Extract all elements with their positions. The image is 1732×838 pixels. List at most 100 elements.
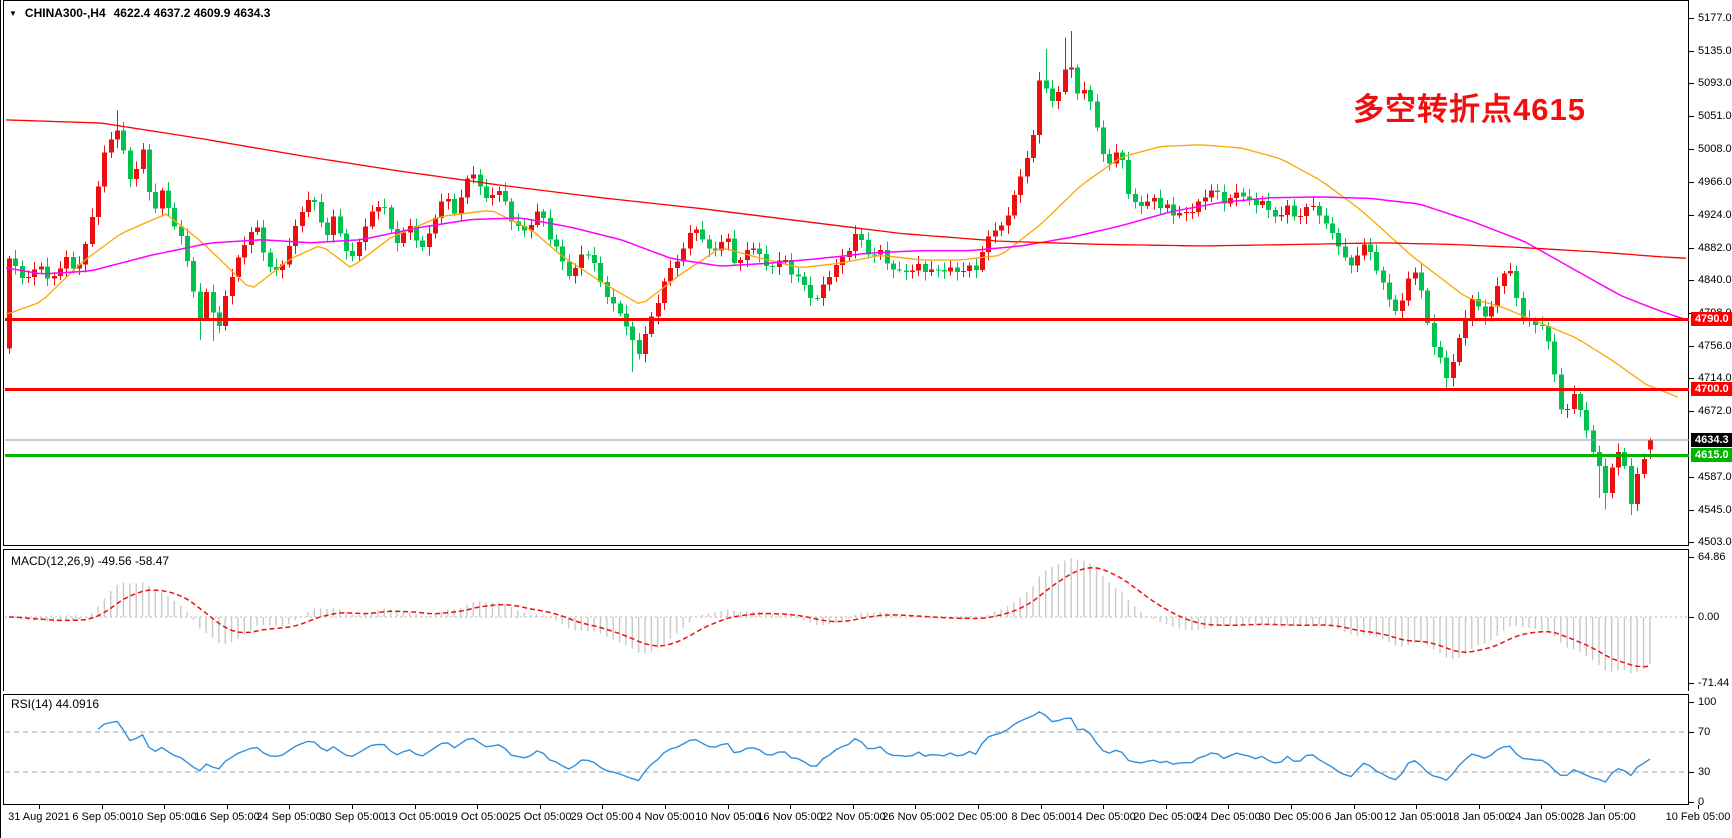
macd-axis-label: 64.86: [1698, 551, 1726, 563]
time-axis-label: 2 Dec 05:00: [948, 811, 1008, 823]
time-axis-label: 13 Oct 05:00: [383, 811, 447, 823]
time-axis-tick: [415, 805, 416, 809]
time-axis-tick: [1479, 805, 1480, 809]
time-axis-label: 12 Jan 05:00: [1384, 811, 1448, 823]
rsi-axis-tick: [1689, 802, 1694, 803]
time-axis-label: 31 Aug 2021: [8, 811, 70, 823]
price-axis-label: 4714.0: [1698, 372, 1732, 384]
chevron-down-icon[interactable]: ▼: [9, 8, 17, 18]
time-axis-label: 4 Nov 05:00: [635, 811, 695, 823]
time-axis-tick: [102, 805, 103, 809]
price-axis-tick: [1689, 346, 1694, 347]
price-axis-label: 4503.0: [1698, 536, 1732, 548]
time-axis-label: 6 Sep 05:00: [72, 811, 132, 823]
macd-axis-tick: [1689, 557, 1694, 558]
time-axis-label: 6 Jan 05:00: [1325, 811, 1383, 823]
price-axis-tick: [1689, 510, 1694, 511]
time-axis-label: 16 Nov 05:00: [757, 811, 823, 823]
time-axis-label: 30 Sep 05:00: [319, 811, 385, 823]
current-price-badge: 4634.3: [1691, 433, 1732, 447]
price-axis-label: 4672.0: [1698, 405, 1732, 417]
time-axis-tick: [352, 805, 353, 809]
time-axis-tick: [39, 805, 40, 809]
time-axis-label: 10 Nov 05:00: [695, 811, 761, 823]
price-axis-label: 5008.0: [1698, 143, 1732, 155]
time-axis-label: 26 Nov 05:00: [882, 811, 948, 823]
price-axis-tick: [1689, 18, 1694, 19]
price-axis-tick: [1689, 51, 1694, 52]
price-axis-label: 4587.0: [1698, 471, 1732, 483]
time-axis-tick: [1103, 805, 1104, 809]
price-axis-label: 5177.0: [1698, 12, 1732, 24]
price-axis-tick: [1689, 542, 1694, 543]
macd-axis-tick: [1689, 617, 1694, 618]
time-axis-tick: [289, 805, 290, 809]
panel-splitter[interactable]: [3, 691, 1689, 694]
time-axis-label: 14 Dec 05:00: [1070, 811, 1136, 823]
rsi-indicator-label: RSI(14) 44.0916: [11, 697, 100, 711]
chart-header: ▼ CHINA300-,H4 4622.4 4637.2 4609.9 4634…: [9, 6, 270, 20]
time-axis-tick: [1416, 805, 1417, 809]
time-axis-tick: [853, 805, 854, 809]
time-axis-label: 16 Sep 05:00: [194, 811, 260, 823]
time-axis-label: 24 Sep 05:00: [256, 811, 322, 823]
price-axis-label: 4966.0: [1698, 176, 1732, 188]
macd-panel[interactable]: [3, 549, 1689, 692]
support-badge-4700: 4700.0: [1691, 382, 1732, 396]
time-axis-tick: [602, 805, 603, 809]
time-axis-label: 30 Dec 05:00: [1258, 811, 1324, 823]
time-axis-tick: [915, 805, 916, 809]
rsi-axis-tick: [1689, 702, 1694, 703]
price-axis-tick: [1689, 215, 1694, 216]
time-axis-tick: [1698, 805, 1699, 809]
macd-axis-label: 0.00: [1698, 611, 1720, 623]
rsi-axis-label: 0: [1698, 796, 1705, 808]
time-axis-tick: [477, 805, 478, 809]
price-axis-label: 4756.0: [1698, 340, 1732, 352]
macd-axis-label: -71.44: [1698, 677, 1730, 689]
time-axis-label: 28 Jan 05:00: [1572, 811, 1636, 823]
macd-indicator-label: MACD(12,26,9) -49.56 -58.47: [11, 554, 170, 568]
time-axis-label: 24 Dec 05:00: [1195, 811, 1261, 823]
time-axis-label: 18 Jan 05:00: [1447, 811, 1511, 823]
main-chart-panel[interactable]: [3, 0, 1689, 546]
price-axis-tick: [1689, 248, 1694, 249]
price-axis-label: 5051.0: [1698, 110, 1732, 122]
quote-ohlc-values: 4622.4 4637.2 4609.9 4634.3: [113, 6, 271, 20]
rsi-axis-tick: [1689, 732, 1694, 733]
time-axis-label: 10 Feb 05:00: [1665, 811, 1731, 823]
time-axis-tick: [728, 805, 729, 809]
rsi-panel[interactable]: [3, 694, 1689, 805]
price-axis-tick: [1689, 149, 1694, 150]
price-axis-label: 5135.0: [1698, 45, 1732, 57]
price-axis-label: 4840.0: [1698, 274, 1732, 286]
time-axis-tick: [1291, 805, 1292, 809]
pivot-badge-4615: 4615.0: [1691, 448, 1732, 462]
price-axis-label: 5093.0: [1698, 77, 1732, 89]
time-axis-tick: [1604, 805, 1605, 809]
time-axis-label: 29 Oct 05:00: [570, 811, 634, 823]
time-axis-tick: [1541, 805, 1542, 809]
price-axis-tick: [1689, 477, 1694, 478]
time-axis-tick: [1354, 805, 1355, 809]
rsi-axis-label: 70: [1698, 726, 1711, 738]
macd-axis-tick: [1689, 683, 1694, 684]
time-axis-tick: [978, 805, 979, 809]
rsi-axis-label: 30: [1698, 766, 1711, 778]
time-axis-label: 20 Dec 05:00: [1133, 811, 1199, 823]
annotation-text: 多空转折点4615: [1353, 92, 1586, 127]
time-axis-tick: [790, 805, 791, 809]
symbol-timeframe-label: CHINA300-,H4: [24, 6, 106, 20]
price-axis-label: 4924.0: [1698, 209, 1732, 221]
time-axis-tick: [1166, 805, 1167, 809]
time-axis-tick: [227, 805, 228, 809]
price-axis-tick: [1689, 378, 1694, 379]
time-axis-tick: [540, 805, 541, 809]
price-axis-tick: [1689, 83, 1694, 84]
rsi-axis-tick: [1689, 772, 1694, 773]
time-axis-tick: [1041, 805, 1042, 809]
panel-splitter[interactable]: [3, 546, 1689, 549]
time-axis-label: 19 Oct 05:00: [445, 811, 509, 823]
price-axis-label: 4882.0: [1698, 242, 1732, 254]
